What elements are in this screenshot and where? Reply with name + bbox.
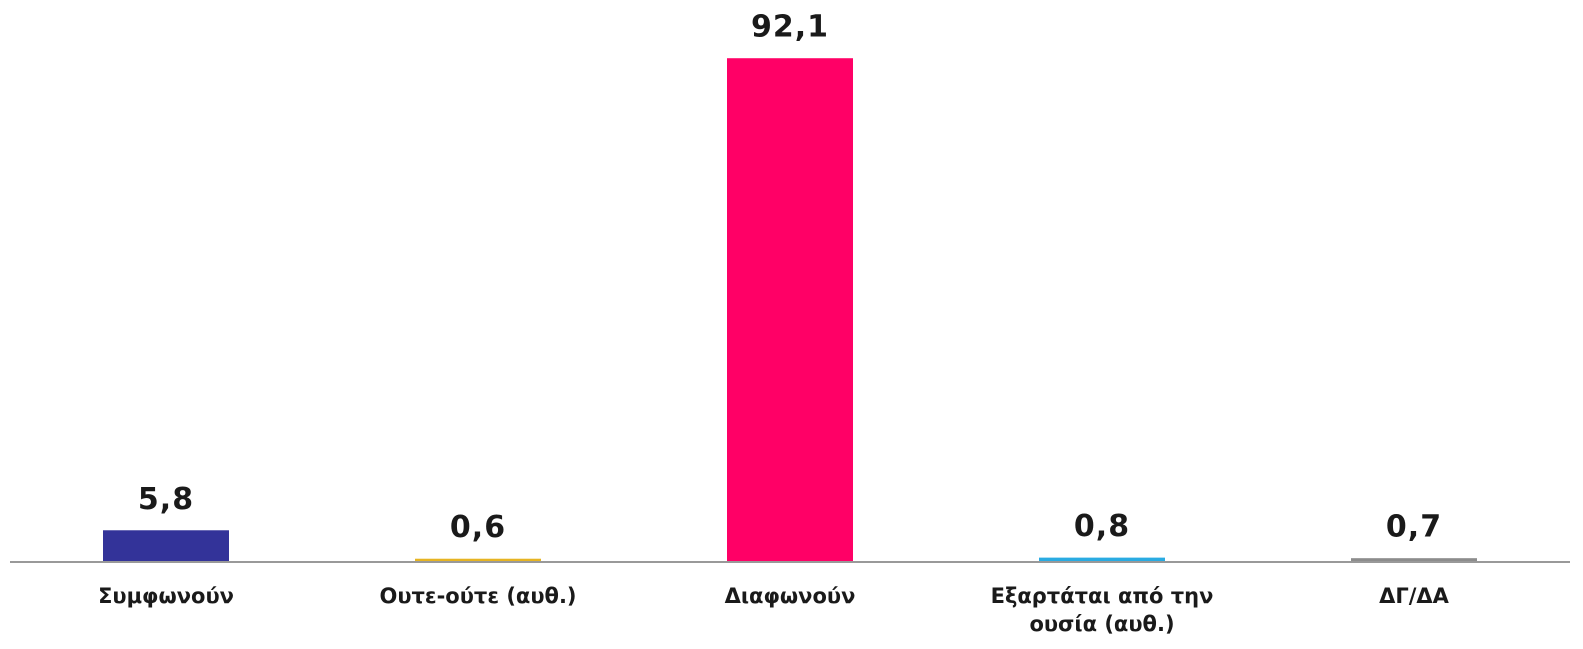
- value-label: 92,1: [751, 10, 829, 45]
- value-label: 0,7: [1386, 510, 1442, 545]
- x-tick-label: Ουτε-ούτε (αυθ.): [379, 584, 577, 608]
- value-label: 5,8: [138, 482, 194, 517]
- x-tick-label: ΔΓ/ΔΑ: [1379, 584, 1449, 608]
- x-tick-label: Συμφωνούν: [98, 584, 234, 608]
- bar: [1351, 558, 1477, 562]
- bar: [727, 58, 853, 562]
- bar: [103, 530, 229, 562]
- value-label: 0,8: [1074, 509, 1130, 544]
- value-label: 0,6: [450, 510, 506, 545]
- x-tick-label: Διαφωνούν: [724, 584, 856, 608]
- bar: [415, 558, 541, 562]
- x-tick-label: Εξαρτάται από την ουσία (αυθ.): [990, 584, 1214, 636]
- bar: [1039, 557, 1165, 562]
